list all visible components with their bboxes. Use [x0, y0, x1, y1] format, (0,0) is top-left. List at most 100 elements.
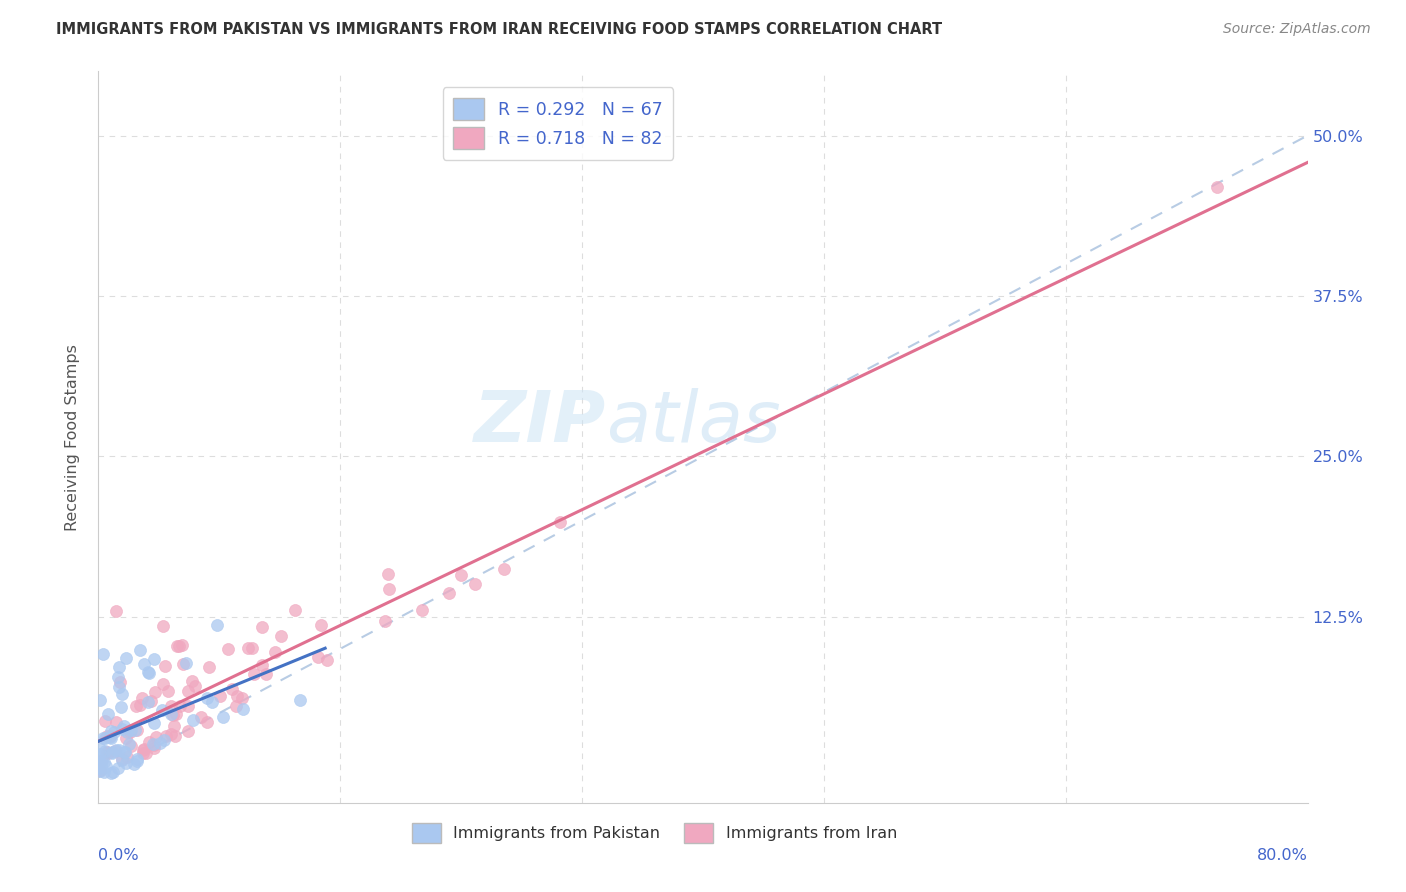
Point — [134, 657, 156, 672]
Point — [93, 744, 115, 758]
Point — [160, 727, 183, 741]
Point — [111, 687, 134, 701]
Point — [172, 657, 194, 672]
Point — [136, 695, 159, 709]
Point — [201, 695, 224, 709]
Point — [131, 691, 153, 706]
Point — [93, 765, 115, 780]
Point — [232, 702, 254, 716]
Point — [142, 738, 165, 752]
Point — [115, 731, 138, 745]
Point — [120, 723, 142, 738]
Point — [153, 733, 176, 747]
Point — [129, 643, 152, 657]
Legend: Immigrants from Pakistan, Immigrants from Iran: Immigrants from Pakistan, Immigrants fro… — [405, 816, 904, 850]
Point — [183, 679, 205, 693]
Text: Source: ZipAtlas.com: Source: ZipAtlas.com — [1223, 22, 1371, 37]
Point — [157, 683, 180, 698]
Text: atlas: atlas — [606, 388, 780, 457]
Point — [112, 719, 135, 733]
Point — [270, 629, 292, 643]
Point — [162, 719, 184, 733]
Point — [217, 641, 239, 656]
Point — [152, 677, 174, 691]
Point — [94, 731, 117, 745]
Point — [142, 716, 165, 731]
Point — [97, 707, 120, 722]
Point — [284, 603, 307, 617]
Point — [181, 674, 204, 689]
Point — [225, 698, 247, 713]
Point — [112, 745, 135, 759]
Point — [91, 647, 114, 661]
Point — [250, 658, 273, 673]
Point — [153, 659, 176, 673]
Point — [96, 730, 118, 744]
Point — [101, 745, 124, 759]
Point — [142, 737, 165, 751]
Point — [162, 707, 184, 722]
Point — [120, 739, 142, 754]
Point — [115, 756, 138, 771]
Point — [98, 729, 121, 743]
Point — [174, 656, 197, 670]
Point — [96, 745, 118, 759]
Point — [105, 604, 128, 618]
Point — [89, 747, 111, 761]
Point — [120, 724, 142, 739]
Point — [439, 586, 461, 600]
Point — [89, 761, 111, 775]
Point — [231, 690, 253, 705]
Point — [177, 698, 200, 713]
Point — [103, 764, 125, 779]
Point — [122, 756, 145, 771]
Point — [128, 698, 150, 712]
Point — [132, 743, 155, 757]
Point — [114, 745, 136, 759]
Y-axis label: Receiving Food Stamps: Receiving Food Stamps — [65, 343, 80, 531]
Point — [145, 730, 167, 744]
Point — [107, 660, 129, 674]
Point — [100, 724, 122, 739]
Point — [110, 675, 132, 690]
Point — [548, 516, 571, 530]
Point — [125, 751, 148, 765]
Point — [377, 567, 399, 582]
Point — [197, 690, 219, 705]
Point — [167, 639, 190, 653]
Point — [236, 641, 259, 656]
Point — [169, 698, 191, 713]
Point — [309, 618, 332, 632]
Point — [143, 740, 166, 755]
Point — [374, 614, 396, 628]
Point — [90, 753, 112, 767]
Point — [149, 736, 172, 750]
Point — [101, 746, 124, 760]
Point — [89, 764, 111, 778]
Point — [107, 761, 129, 775]
Point — [98, 731, 121, 745]
Point — [100, 731, 122, 745]
Point — [89, 693, 111, 707]
Point — [100, 765, 122, 780]
Point — [132, 746, 155, 760]
Point — [117, 750, 139, 764]
Point — [155, 729, 177, 743]
Point — [209, 690, 232, 704]
Point — [160, 698, 183, 713]
Point — [135, 746, 157, 760]
Point — [250, 620, 273, 634]
Text: 80.0%: 80.0% — [1257, 847, 1308, 863]
Point — [315, 653, 337, 667]
Point — [152, 619, 174, 633]
Text: IMMIGRANTS FROM PAKISTAN VS IMMIGRANTS FROM IRAN RECEIVING FOOD STAMPS CORRELATI: IMMIGRANTS FROM PAKISTAN VS IMMIGRANTS F… — [56, 22, 942, 37]
Text: ZIP: ZIP — [474, 388, 606, 457]
Point — [94, 758, 117, 772]
Point — [139, 694, 162, 708]
Point — [103, 725, 125, 739]
Point — [240, 640, 263, 655]
Point — [181, 713, 204, 727]
Point — [464, 577, 486, 591]
Point — [105, 743, 128, 757]
Point — [138, 666, 160, 681]
